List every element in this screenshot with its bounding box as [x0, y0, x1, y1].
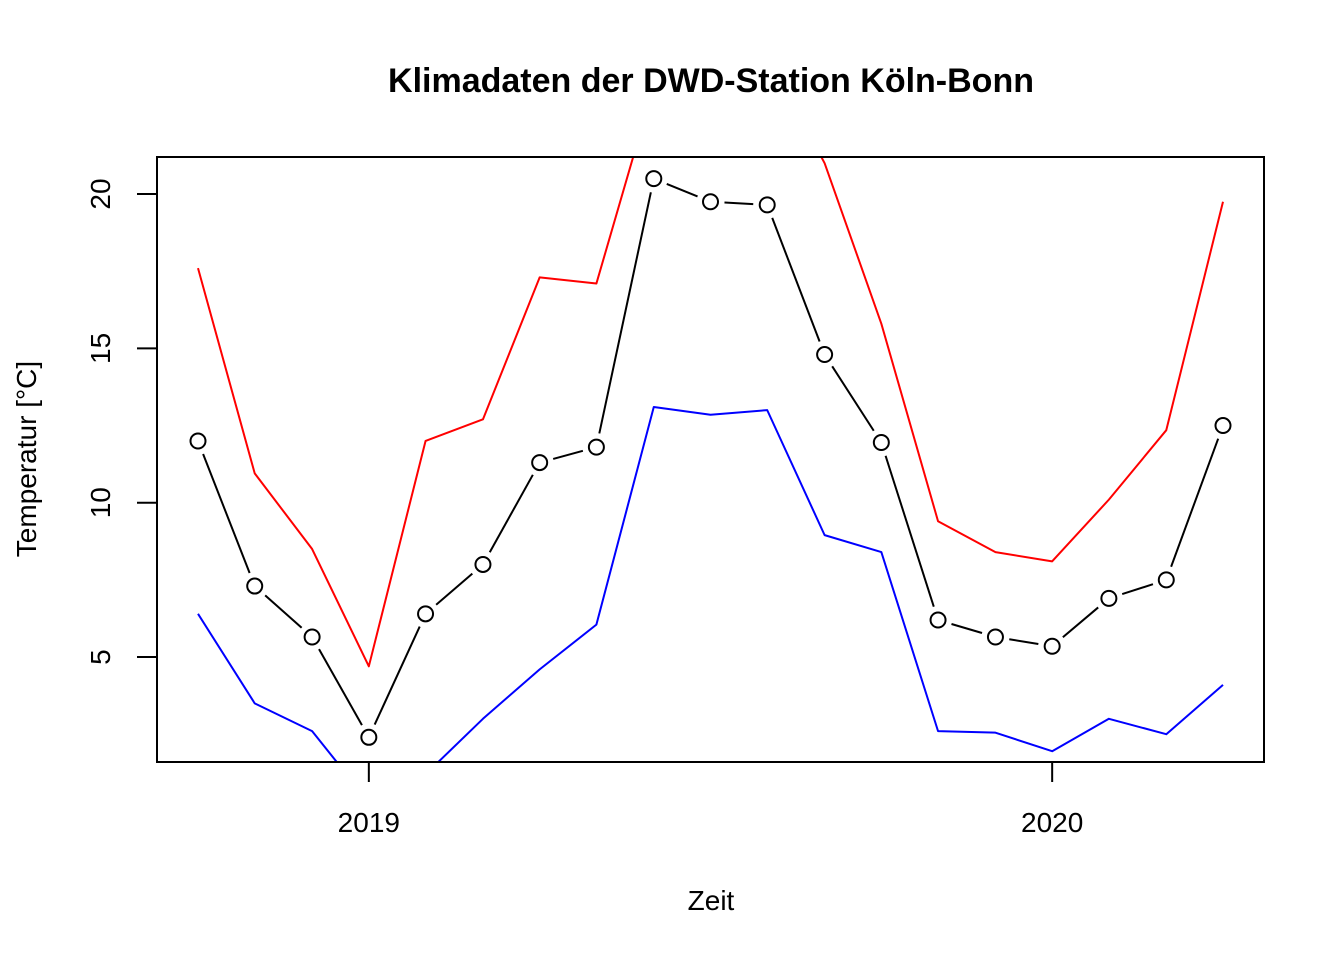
series-1-point	[303, 628, 321, 646]
series-1-segment	[884, 455, 935, 607]
series-1-point	[189, 432, 207, 450]
series-1-segment	[318, 648, 363, 726]
series-1-segment	[1062, 606, 1099, 638]
series-1-point	[1100, 589, 1118, 607]
x-axis: 2019 2020	[338, 762, 1083, 838]
series-1-segment	[202, 453, 251, 574]
series-1-point	[872, 434, 890, 452]
series-1-segment	[831, 365, 875, 432]
series-1-segment	[552, 449, 584, 460]
series-1-point	[986, 628, 1004, 646]
series-1-segment	[1009, 638, 1039, 645]
series-1-segment	[724, 201, 754, 206]
series-1-point	[587, 438, 605, 456]
x-tick-label: 2019	[338, 807, 400, 838]
series-1-point	[816, 346, 834, 364]
series-1-segment	[771, 217, 821, 342]
series-1-segment	[435, 572, 473, 606]
series-1-point	[1157, 571, 1175, 589]
y-tick-label: 20	[85, 178, 116, 209]
chart-title: Klimadaten der DWD-Station Köln-Bonn	[388, 62, 1034, 100]
series-1-point	[531, 454, 549, 472]
series-1-point	[246, 577, 264, 595]
series-1-segment	[264, 594, 303, 629]
x-tick-label: 2020	[1021, 807, 1083, 838]
y-tick-label: 15	[85, 333, 116, 364]
y-axis-label: Temperatur [°C]	[11, 361, 42, 557]
series-1-point	[645, 170, 663, 188]
series-1-segment	[1121, 583, 1154, 596]
series-1-point	[360, 728, 378, 746]
series-layer	[189, 157, 1232, 762]
series-1-segment	[951, 623, 983, 634]
series-2-line	[197, 406, 1224, 762]
y-tick-label: 10	[85, 487, 116, 518]
series-0-line	[197, 157, 1224, 668]
plot-frame	[156, 156, 1265, 763]
y-tick-label: 5	[85, 649, 116, 665]
series-1-segment	[488, 474, 534, 553]
series-1-point	[1214, 417, 1232, 435]
y-axis: 5 10 15 20	[85, 178, 157, 665]
series-1-point	[758, 196, 776, 214]
series-1-segment	[666, 182, 698, 198]
series-1-point	[929, 611, 947, 629]
series-1-segment	[1170, 438, 1220, 568]
series-1-point	[1043, 637, 1061, 655]
series-1-segment	[598, 192, 652, 434]
x-axis-label: Zeit	[688, 885, 735, 916]
series-1-point	[417, 605, 435, 623]
series-1-point	[702, 193, 719, 211]
series-1-point	[474, 555, 492, 573]
series-1-segment	[373, 626, 421, 726]
